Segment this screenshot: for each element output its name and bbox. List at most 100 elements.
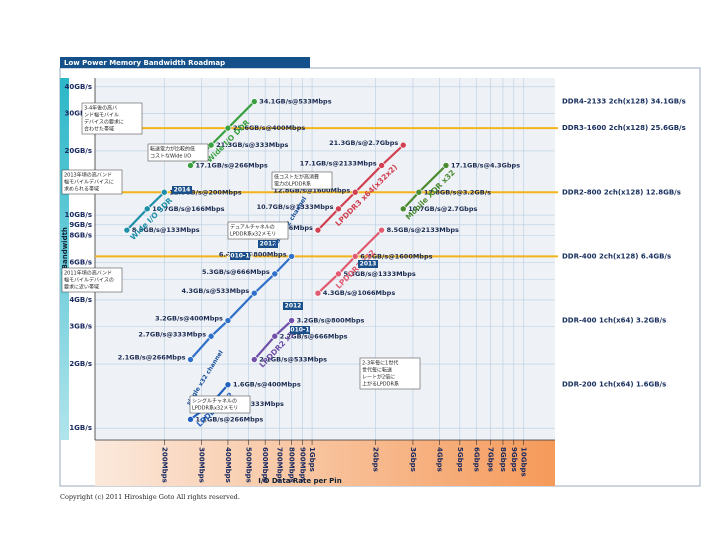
note-text: 3-4年後の高バ [84, 105, 117, 112]
note-box [61, 169, 123, 195]
note-box [359, 357, 421, 390]
note-text: レートが2倍に [362, 374, 395, 381]
note-box [147, 143, 209, 162]
reference-label: DDR-400 1ch(x64) 3.2GB/s [562, 317, 666, 325]
data-label: 5.3GB/s@1333Mbps [343, 270, 415, 278]
note-text: 転送電力が比較的低 [150, 146, 195, 153]
note-text: ンド幅モバイル [84, 112, 119, 119]
x-tick-label: 700Mbps [275, 447, 283, 483]
y-tick-label: 10GB/s [64, 211, 92, 219]
data-point [335, 270, 342, 278]
data-point [288, 253, 295, 260]
data-label: 2.7GB/s@666Mbps [280, 332, 348, 340]
data-label: 1.6GB/s@400Mbps [233, 381, 301, 389]
data-label: 4.3GB/s@1066Mbps [323, 289, 395, 297]
data-label: 21.3GB/s@333Mbps [216, 141, 288, 149]
annotation: 2012 [260, 241, 277, 248]
note-text: 幅モバイルデバイスの [64, 277, 114, 284]
x-tick-label: 800Mbps [288, 447, 296, 483]
data-label: 17.1GB/s@2133Mbps [300, 159, 377, 167]
data-point [207, 141, 215, 149]
x-axis-title: I/O Data Rate per Pin [258, 477, 341, 485]
y-tick-label: 4GB/s [69, 296, 92, 304]
data-label: 3.2GB/s@800Mbps [297, 317, 365, 325]
x-tick-label: 300Mbps [198, 447, 206, 483]
note-text: コストなWide I/O [150, 153, 191, 160]
annotation: 2010-11 [286, 327, 314, 334]
x-tick-label: 8Gbps [499, 447, 507, 472]
reference-label: DDR-400 2ch(x128) 6.4GB/s [562, 252, 671, 260]
data-point [378, 162, 385, 169]
note-box [189, 395, 251, 414]
data-label: 12.8GB/s@3.2GB/s [424, 188, 491, 196]
title-bar [60, 57, 310, 68]
x-tick-label: 500Mbps [244, 447, 252, 483]
data-label: 8.5GB/s@133Mbps [132, 226, 200, 234]
note-box [271, 171, 333, 190]
data-point [399, 141, 407, 149]
y-band [60, 78, 69, 440]
x-tick-label: 3Gbps [409, 447, 417, 472]
year-tag [283, 302, 303, 310]
x-band [95, 440, 555, 486]
data-point [187, 162, 194, 169]
data-point [314, 289, 322, 297]
y-tick-label: 6GB/s [69, 258, 92, 266]
x-tick-label: 600Mbps [261, 447, 269, 483]
data-point [251, 98, 258, 105]
data-label: 1.1GB/s@266Mbps [195, 415, 263, 423]
x-tick-label: 200Mbps [160, 447, 168, 483]
x-tick-label: 5Gbps [456, 447, 464, 472]
x-tick-label: 4Gbps [435, 447, 443, 472]
y-tick-label: 8GB/s [69, 232, 92, 240]
year-tag [258, 240, 278, 248]
reference-label: DDR2-800 2ch(x128) 12.8GB/s [562, 188, 681, 196]
note-text: 幅モバイルデバイスに [64, 179, 114, 186]
chart-title: Low Power Memory Bandwidth Roadmap [64, 59, 225, 67]
data-point [314, 226, 322, 234]
x-tick-label: 400Mbps [224, 447, 232, 483]
data-point [224, 317, 232, 324]
data-point [143, 205, 151, 213]
data-label: 17.1GB/s@4.3Gbps [451, 161, 520, 169]
data-point [271, 332, 279, 340]
note-text: 低コストだが高消費 [274, 174, 319, 181]
note-text: 世代毎に転送 [362, 367, 392, 374]
y-tick-label: 3GB/s [69, 323, 92, 331]
year-tag [172, 186, 192, 194]
data-point [351, 253, 359, 260]
data-label: 2.1GB/s@266Mbps [118, 354, 186, 362]
x-tick-label: 900Mbps [298, 447, 306, 483]
data-label: 5.3GB/s@666Mbps [202, 268, 270, 276]
data-point [207, 332, 215, 340]
note-text: LPDDR系x32メモリ [192, 405, 238, 412]
note-text: 要求に近い帯域 [64, 284, 99, 291]
series-line [317, 229, 383, 294]
note-box [227, 221, 289, 240]
data-label: 10.7GB/s@1333Mbps [257, 203, 334, 211]
y-tick-label: 2GB/s [69, 360, 92, 368]
year-tag [358, 260, 378, 268]
copyright: Copyright (c) 2011 Hiroshige Goto All ri… [60, 493, 240, 501]
note-box [61, 267, 123, 293]
note-text: 2-3年毎に1世代 [362, 360, 398, 367]
annotation: 2012 [285, 303, 302, 310]
data-point [288, 317, 295, 324]
data-label: 6.4GB/s@800Mbps [219, 250, 287, 258]
note-text: 求められる帯域 [64, 186, 99, 193]
y-tick-label: 20GB/s [64, 147, 92, 155]
data-point [224, 381, 232, 388]
reference-label: DDR3-1600 2ch(x128) 25.6GB/s [562, 124, 686, 132]
note-text: デュアルチャネルの [230, 224, 275, 231]
data-point [415, 188, 423, 196]
x-tick-label: 7Gbps [487, 447, 495, 472]
annotation: 2013 [360, 261, 377, 268]
data-label: 21.3GB/s@2.7Gbps [329, 139, 398, 147]
y-tick-label: 30GB/s [64, 109, 92, 117]
note-text: 合わせた帯域 [84, 126, 114, 133]
y-axis-title: Total Bandwidth [61, 227, 69, 291]
series-line [189, 255, 293, 361]
y-tick-label: 9GB/s [69, 221, 92, 229]
data-label: 17.1GB/s@266Mbps [195, 161, 267, 169]
